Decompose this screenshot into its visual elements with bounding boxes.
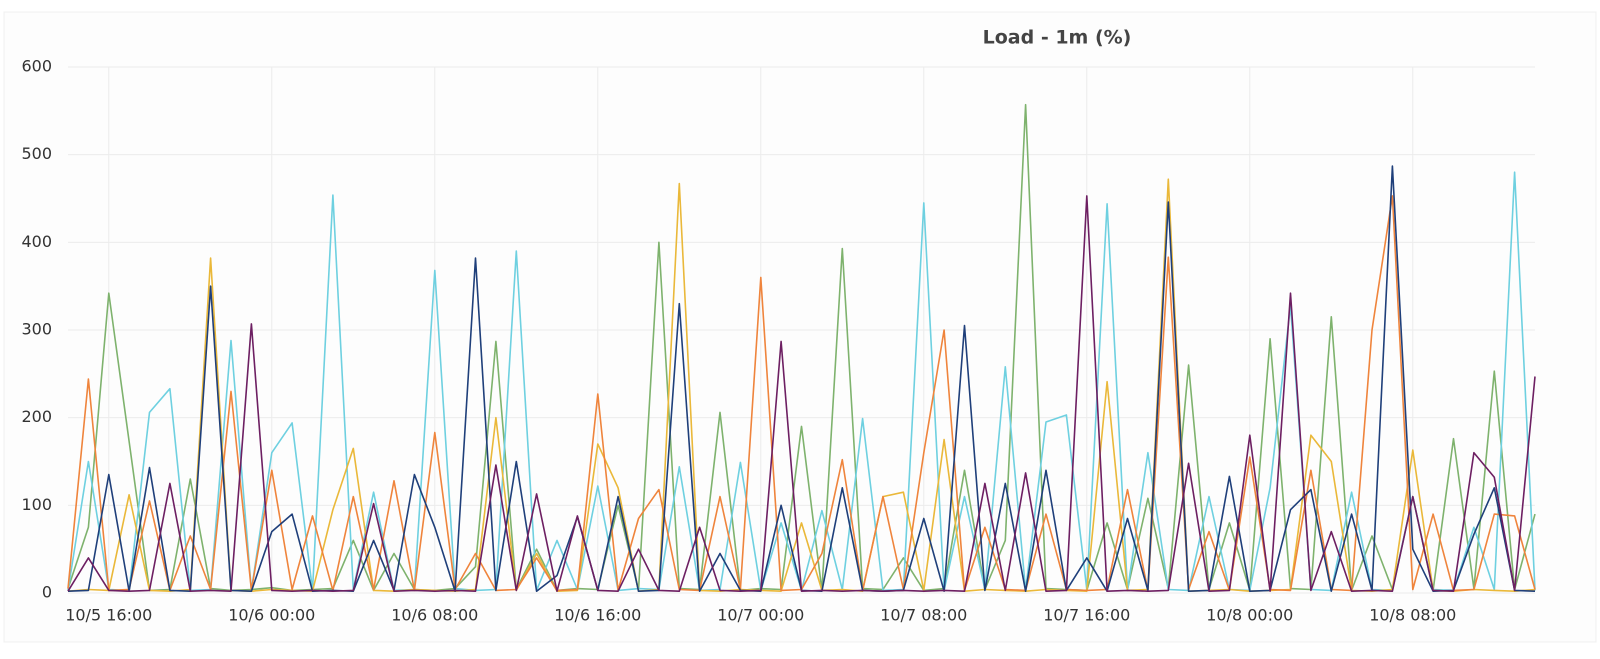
x-tick-label: 10/8 08:00 (1369, 606, 1456, 625)
x-tick-label: 10/5 16:00 (65, 606, 152, 625)
panel (3, 11, 1597, 643)
x-tick-label: 10/6 16:00 (554, 606, 641, 625)
x-tick-label: 10/7 00:00 (717, 606, 804, 625)
x-tick-label: 10/7 08:00 (880, 606, 967, 625)
x-tick-label: 10/8 00:00 (1206, 606, 1293, 625)
y-tick-label: 300 (21, 320, 52, 339)
x-tick-label: 10/7 16:00 (1043, 606, 1130, 625)
x-tick-label: 10/6 00:00 (228, 606, 315, 625)
y-tick-label: 600 (21, 57, 52, 76)
series-line (67, 195, 1536, 592)
chart-title: Load - 1m (%) (983, 27, 1132, 49)
x-tick-label: 10/6 08:00 (391, 606, 478, 625)
y-tick-label: 500 (21, 144, 52, 163)
y-tick-label: 100 (21, 495, 52, 514)
y-tick-label: 0 (42, 583, 52, 602)
y-tick-label: 200 (21, 407, 52, 426)
y-tick-label: 400 (21, 232, 52, 251)
